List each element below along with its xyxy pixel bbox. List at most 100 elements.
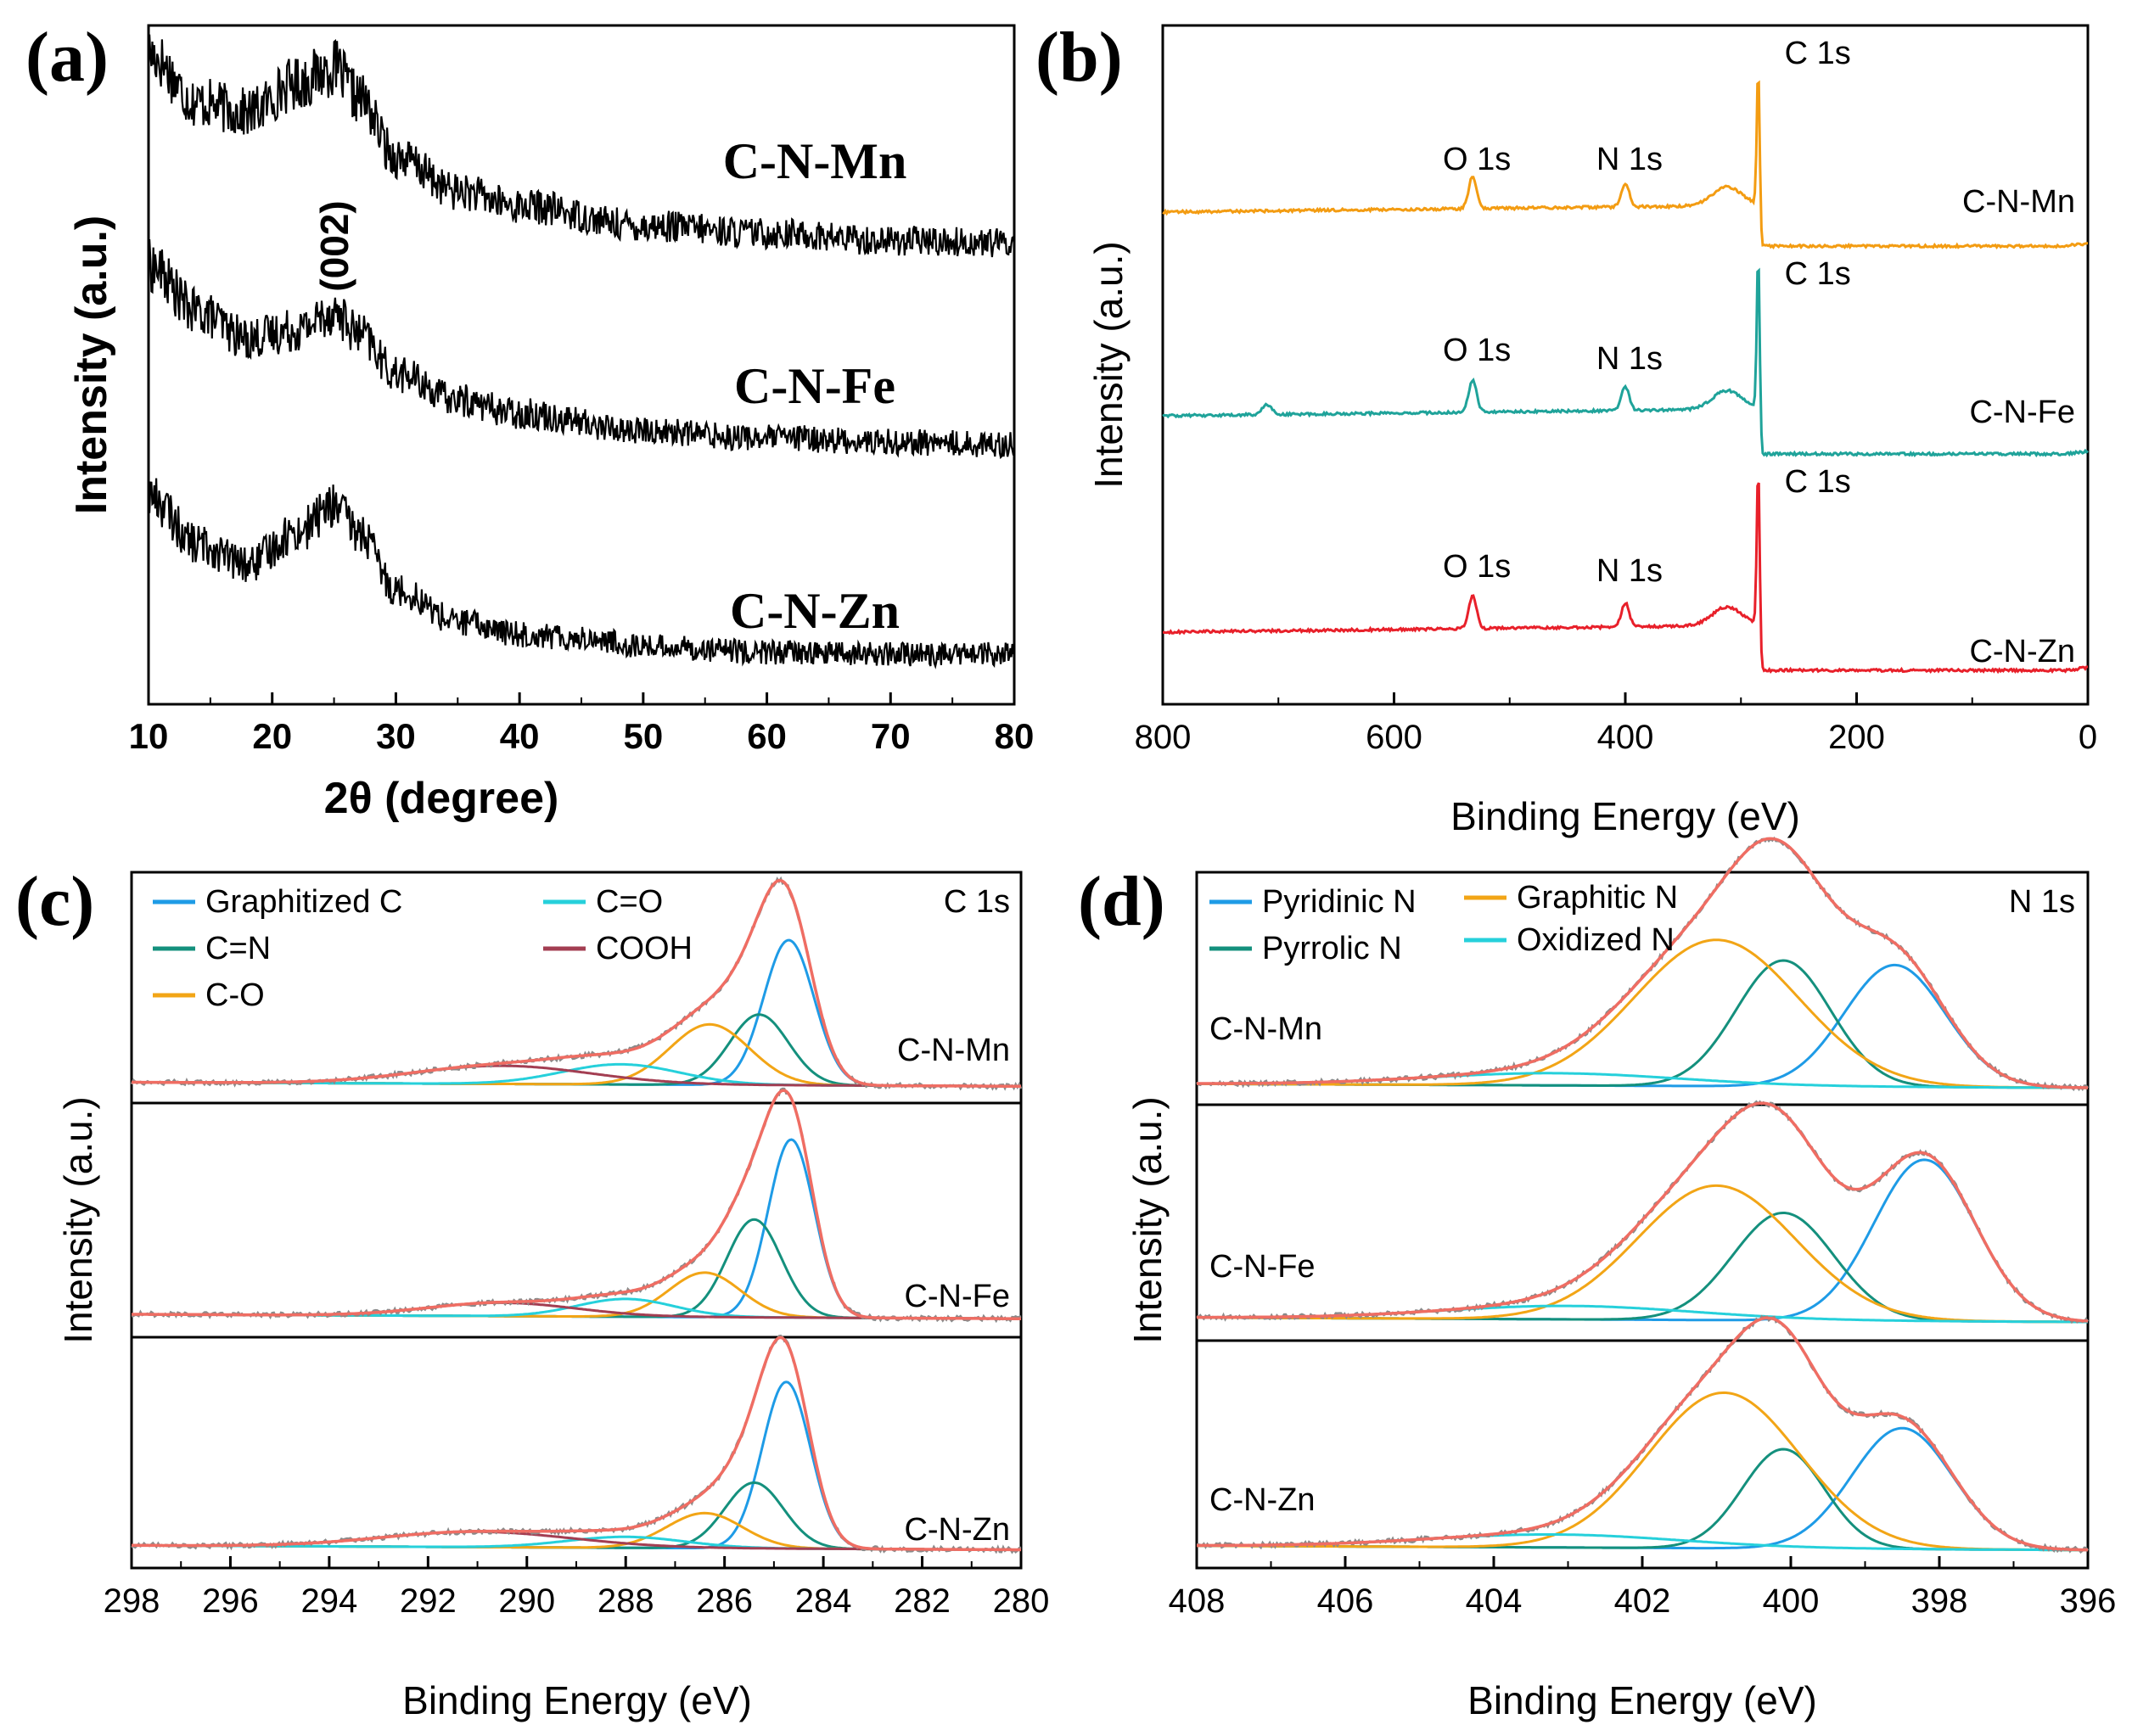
panel-c-xtick-label: 282 [894,1582,951,1620]
panel-a-xtick-label: 60 [747,716,787,756]
panel-b-ylabel: Intensity (a.u.) [1086,241,1131,488]
survey-series-label: C-N-Zn [1969,634,2075,669]
sample-label: C-N-Mn [1209,1011,1322,1047]
panel-a-ylabel: Intensity (a.u.) [67,216,116,514]
xrd-curve-C-N-Mn [147,34,1016,258]
panel-c-xlabel: Binding Energy (eV) [402,1678,752,1722]
survey-peak-label: N 1s [1596,142,1663,177]
sample-label: C-N-Mn [897,1033,1010,1068]
panel-d-xtick-label: 404 [1466,1582,1523,1620]
panel-a-xtick-label: 50 [623,716,663,756]
component-graphitized-c-C-N-Zn [131,1380,1021,1551]
panel-c-xtick-label: 286 [696,1582,753,1620]
component-pyrrolic-n-C-N-Zn [1197,1448,2088,1552]
panel-c-xtick-label: 294 [301,1582,358,1620]
component-graphitic-n-C-N-Mn [1197,938,2088,1089]
panel-d-label: (d) [1078,862,1165,941]
raw-spectrum-C-N-Fe [1196,1100,2090,1324]
component-c-n-C-N-Fe [132,1218,1021,1320]
legend-label: COOH [596,931,693,966]
fit-envelope-C-N-Fe [1197,1101,2089,1323]
xrd-series-label: C-N-Mn [723,133,907,189]
component-pyrrolic-n-C-N-Fe [1197,1212,2088,1324]
survey-peak-label: O 1s [1443,549,1511,585]
xrd-series-label: C-N-Fe [734,358,895,414]
raw-spectrum-C-N-Zn [1197,1314,2090,1554]
panel-a-xtick-label: 40 [500,716,540,756]
legend-label: C=O [596,884,663,920]
legend-label: Pyrrolic N [1262,931,1402,966]
panel-c-label: (c) [15,862,94,941]
sample-label: C-N-Fe [1209,1249,1316,1285]
panel-c-xtick-label: 296 [202,1582,259,1620]
xrd-curve-C-N-Fe [147,238,1015,460]
panel-d-xtick-label: 408 [1169,1582,1226,1620]
panel-a-xtick-label: 20 [252,716,292,756]
raw-spectrum-C-N-Zn [131,1334,1022,1554]
xrd-series-label: C-N-Zn [730,583,900,639]
survey-series-label: C-N-Mn [1962,184,2075,220]
panel-c-xtick-label: 292 [400,1582,457,1620]
panel-c-title: C 1s [944,884,1010,920]
panel-d-xtick-label: 400 [1763,1582,1820,1620]
panel-d-xtick-label: 396 [2060,1582,2117,1620]
panel-d-xtick-label: 406 [1317,1582,1374,1620]
survey-curve-C-N-Fe [1162,267,2090,458]
panel-a-xtick-label: 10 [129,716,169,756]
component-c-o-C-N-Fe [132,1271,1021,1320]
legend-label: Oxidized N [1517,922,1675,958]
panel-a-xtick-label: 30 [376,716,416,756]
survey-peak-label: C 1s [1785,36,1851,71]
panel-d-xlabel: Binding Energy (eV) [1467,1678,1817,1722]
panel-a-xtick-label: 80 [995,716,1035,756]
survey-peak-label: O 1s [1443,142,1511,177]
component-graphitic-n-C-N-Fe [1197,1184,2088,1324]
survey-series-label: C-N-Fe [1969,395,2075,430]
panel-c-ylabel: Intensity (a.u.) [56,1096,100,1343]
panel-c-frame [130,871,1023,1570]
legend-label: Graphitized C [205,884,402,920]
panel-c-xtick-label: 280 [993,1582,1050,1620]
survey-peak-label: C 1s [1785,464,1851,500]
panel-b-xtick-label: 200 [1828,719,1885,756]
component-graphitized-c-C-N-Fe [132,1138,1021,1320]
legend-label: C-O [205,977,265,1013]
panel-b-xlabel: Binding Energy (eV) [1450,794,1800,838]
panel-a-002-annotation: (002) [312,200,356,291]
raw-spectrum-C-N-Fe [131,1087,1022,1324]
legend-label: Pyridinic N [1262,884,1417,920]
panel-d-xtick-label: 398 [1911,1582,1968,1620]
survey-peak-label: C 1s [1785,256,1851,292]
survey-peak-label: O 1s [1443,333,1511,368]
component-c-n-C-N-Mn [132,1013,1022,1088]
panel-a-label: (a) [25,18,109,97]
panel-a-xtick-label: 70 [871,716,911,756]
survey-curve-C-N-Zn [1162,482,2089,675]
panel-b-xtick-label: 0 [2079,719,2097,756]
panel-c-xtick-label: 298 [104,1582,160,1620]
panel-d-xtick-label: 402 [1614,1582,1671,1620]
fit-envelope-C-N-Fe [132,1089,1021,1320]
xrd-curve-C-N-Zn [147,478,1016,669]
sample-label: C-N-Fe [904,1279,1010,1314]
panel-b-xtick-label: 400 [1597,719,1654,756]
panel-c-xtick-label: 284 [795,1582,852,1620]
panel-d-ylabel: Intensity (a.u.) [1125,1096,1170,1343]
sample-label: C-N-Zn [904,1512,1010,1548]
panel-c-xtick-label: 288 [598,1582,654,1620]
fit-envelope-C-N-Zn [1197,1316,2089,1552]
fit-envelope-C-N-Mn [1197,837,2088,1089]
panel-b-label: (b) [1035,18,1123,97]
survey-peak-label: N 1s [1596,553,1663,589]
fit-envelope-C-N-Zn [132,1336,1021,1552]
panel-b-xtick-label: 800 [1135,719,1192,756]
fit-envelope-C-N-Mn [132,878,1021,1088]
panel-c-xtick-label: 290 [498,1582,555,1620]
component-graphitic-n-C-N-Zn [1197,1391,2088,1552]
legend-label: Graphitic N [1517,880,1678,916]
legend-label: C=N [205,931,271,966]
survey-peak-label: N 1s [1596,341,1663,377]
component-pyridinic-n-C-N-Zn [1197,1426,2089,1552]
panel-d-title: N 1s [2009,884,2075,920]
